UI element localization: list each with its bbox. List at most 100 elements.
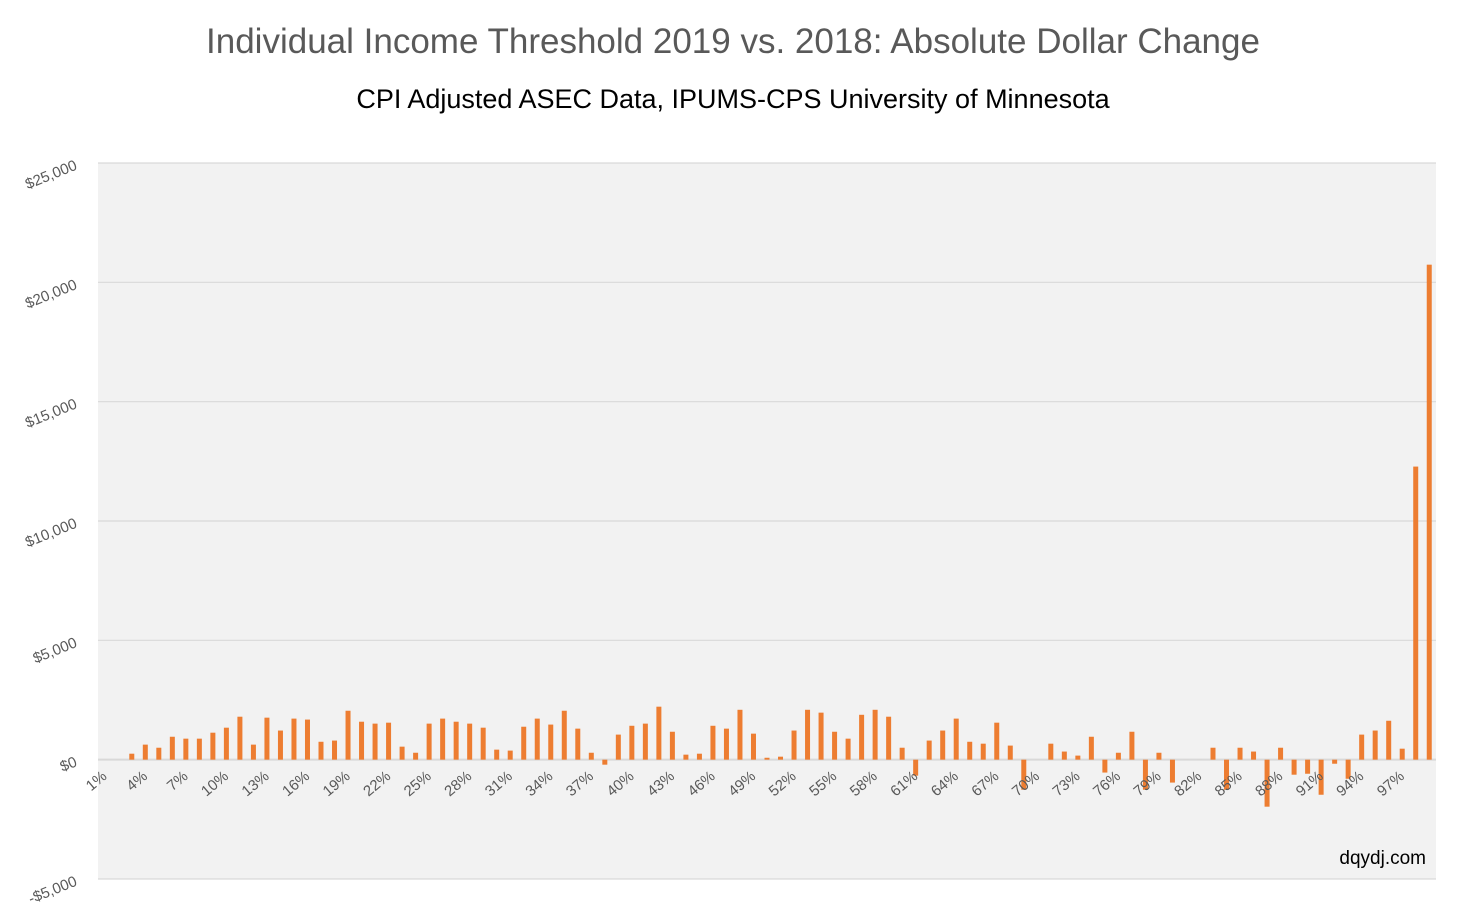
bar-69% — [1021, 759, 1027, 790]
bar-7% — [183, 738, 189, 760]
bar-73% — [1075, 755, 1081, 760]
bar-41% — [642, 723, 648, 760]
y-tick-label: -$5,000 — [26, 873, 80, 908]
bar-72% — [1061, 751, 1067, 760]
bar-84% — [1224, 759, 1230, 790]
bar-4% — [142, 744, 148, 760]
bar-57% — [859, 714, 865, 760]
y-tick-label: $25,000 — [23, 157, 80, 193]
bar-11% — [237, 716, 243, 760]
bar-88% — [1278, 747, 1284, 760]
bar-95% — [1372, 730, 1378, 760]
bar-24% — [413, 752, 419, 760]
bar-34% — [548, 724, 554, 760]
bar-46% — [710, 725, 716, 760]
bar-58% — [872, 709, 878, 760]
bar-80% — [1169, 759, 1175, 783]
bar-40% — [629, 725, 635, 760]
y-tick-label: $15,000 — [23, 396, 80, 432]
bar-13% — [264, 717, 270, 760]
bar-96% — [1386, 720, 1392, 760]
y-tick-label: $5,000 — [31, 634, 80, 667]
bar-22% — [386, 722, 392, 760]
bar-76% — [1115, 752, 1121, 760]
bar-74% — [1088, 736, 1094, 760]
bar-64% — [953, 718, 959, 760]
bar-53% — [805, 709, 811, 760]
bar-30% — [494, 749, 500, 760]
bar-97% — [1399, 748, 1405, 760]
bar-56% — [845, 738, 851, 760]
bar-65% — [967, 741, 973, 760]
bar-33% — [534, 718, 540, 760]
bar-39% — [615, 734, 621, 760]
watermark: dqydj.com — [1339, 848, 1426, 869]
bar-87% — [1264, 759, 1270, 807]
bar-14% — [277, 730, 283, 760]
bar-79% — [1156, 752, 1162, 760]
bar-31% — [507, 750, 513, 760]
bar-59% — [886, 716, 892, 760]
bar-62% — [926, 740, 932, 760]
bar-20% — [359, 721, 365, 760]
bar-75% — [1102, 759, 1108, 773]
bar-60% — [899, 747, 905, 760]
bar-83% — [1210, 747, 1216, 760]
bar-6% — [169, 736, 175, 760]
bar-5% — [156, 747, 162, 760]
bar-78% — [1142, 759, 1148, 790]
bar-47% — [723, 728, 729, 760]
y-tick-label: $20,000 — [23, 276, 80, 312]
bar-98% — [1413, 466, 1419, 760]
bar-36% — [575, 728, 581, 760]
bar-27% — [453, 721, 459, 760]
bar-68% — [1007, 745, 1013, 760]
bar-54% — [818, 712, 824, 760]
bar-71% — [1048, 743, 1054, 760]
bar-42% — [656, 706, 662, 760]
bar-10% — [223, 727, 229, 760]
bar-35% — [561, 710, 567, 760]
bar-16% — [304, 719, 310, 760]
y-tick-label: $0 — [58, 754, 80, 776]
bar-8% — [196, 738, 202, 760]
bar-90% — [1305, 759, 1311, 774]
bar-86% — [1251, 751, 1257, 760]
bar-94% — [1359, 734, 1365, 760]
bar-38% — [602, 759, 608, 765]
bar-48% — [737, 709, 743, 760]
bar-37% — [588, 752, 594, 760]
bar-49% — [750, 733, 756, 760]
bar-92% — [1332, 759, 1338, 764]
bar-26% — [440, 718, 446, 760]
bar-32% — [521, 726, 527, 760]
bar-19% — [345, 710, 351, 760]
bar-29% — [480, 727, 486, 760]
bar-44% — [683, 754, 689, 760]
bar-28% — [467, 723, 473, 760]
bar-12% — [250, 744, 256, 760]
y-tick-label: $10,000 — [23, 515, 80, 551]
bar-66% — [980, 743, 986, 760]
bar-61% — [913, 759, 919, 776]
chart-subtitle: CPI Adjusted ASEC Data, IPUMS-CPS Univer… — [356, 84, 1110, 114]
bar-55% — [832, 731, 838, 760]
bar-63% — [940, 730, 946, 760]
chart-title: Individual Income Threshold 2019 vs. 201… — [206, 22, 1260, 61]
bar-99% — [1426, 264, 1432, 760]
bar-15% — [291, 718, 297, 760]
bar-3% — [129, 753, 135, 760]
bar-9% — [210, 732, 216, 760]
bar-45% — [696, 753, 702, 760]
bar-89% — [1291, 759, 1297, 775]
bar-91% — [1318, 759, 1324, 795]
bar-67% — [994, 722, 1000, 760]
bar-25% — [426, 723, 432, 760]
bar-51% — [778, 756, 784, 760]
bar-77% — [1129, 731, 1135, 760]
bar-17% — [318, 741, 324, 760]
bar-50% — [764, 757, 770, 760]
bar-85% — [1237, 747, 1243, 760]
bar-52% — [791, 730, 797, 760]
